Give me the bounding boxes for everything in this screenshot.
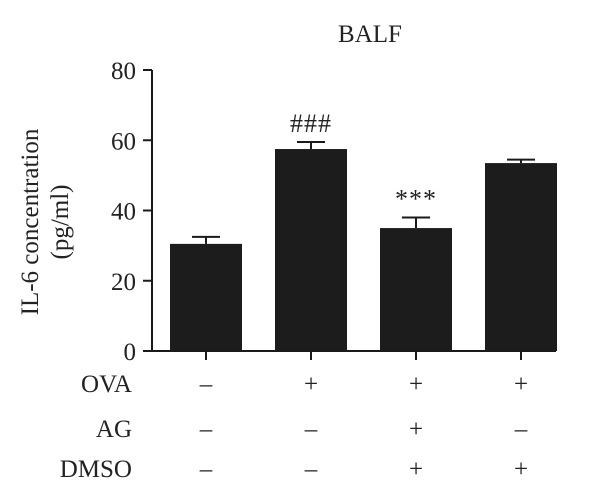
treatment-sign: – [199,371,213,398]
treatment-label: DMSO [60,456,132,483]
treatment-sign: + [409,456,423,483]
y-axis-label-line2: (pg/ml) [47,185,74,260]
treatment-sign: + [304,371,318,398]
plot-area: 0 20 40 60 80 ### *** [111,58,557,366]
treatment-sign: + [514,456,528,483]
treatment-sign: + [409,416,423,443]
bar [380,228,452,351]
treatment-sign: + [409,371,423,398]
bar [275,149,347,351]
treatment-sign: – [199,456,213,483]
treatment-sign: – [514,416,528,443]
treatment-table: OVA – + + + AG – – + – DMSO – – + + [60,371,528,483]
chart-title: BALF [338,21,402,48]
treatment-sign: + [514,371,528,398]
treatment-label: AG [96,416,132,443]
treatment-sign: – [199,416,213,443]
bar [170,243,242,351]
y-tick-label: 0 [124,339,137,366]
treatment-sign: – [304,456,318,483]
y-axis-label-line1: IL-6 concentration [17,128,44,315]
y-tick-label: 80 [111,58,136,85]
treatment-sign: – [304,416,318,443]
treatment-label: OVA [81,371,132,398]
y-tick-label: 40 [111,199,136,226]
bar [485,163,557,351]
significance-label: ### [290,109,332,138]
y-tick-label: 20 [111,269,136,296]
y-tick-label: 60 [111,128,136,155]
significance-label: *** [395,185,437,214]
y-axis-label: IL-6 concentration (pg/ml) [17,128,74,315]
